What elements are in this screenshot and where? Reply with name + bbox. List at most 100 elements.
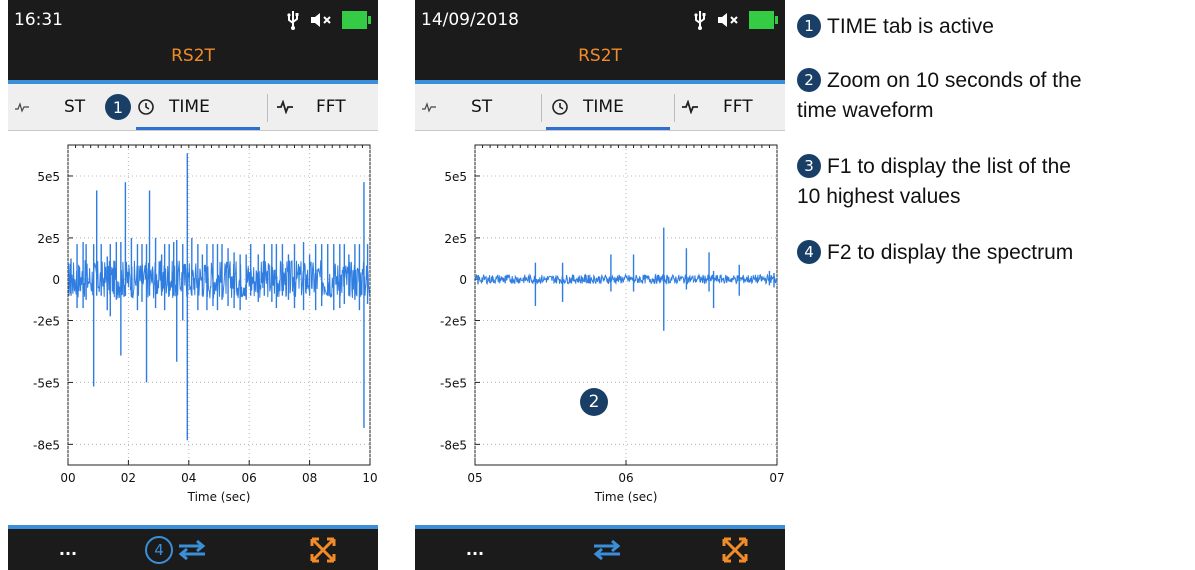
legend-badge-2: 2 bbox=[797, 68, 821, 92]
mute-icon bbox=[311, 13, 331, 27]
trend-icon bbox=[422, 102, 436, 113]
tab-st-label: ST bbox=[64, 97, 86, 117]
swap-arrows-icon bbox=[593, 539, 621, 560]
legend-item-1: 1 TIME tab is active bbox=[797, 12, 994, 42]
device-screen-overview: 16:31 RS2T ST 1 bbox=[8, 0, 378, 570]
x-tick-label: 06 bbox=[618, 471, 633, 485]
clock-icon bbox=[138, 99, 154, 115]
legend-text-1: TIME tab is active bbox=[827, 15, 994, 38]
plot-frame bbox=[67, 144, 371, 466]
legend-item-4: 4 F2 to display the spectrum bbox=[797, 238, 1073, 268]
tab-separator bbox=[267, 94, 268, 122]
status-clock: 16:31 bbox=[14, 10, 63, 30]
waveform-plot[interactable]: 5e5 2e5 0 -2e5 -5e5 -8e5 00 02 04 06 08 10 Time (sec… bbox=[8, 130, 378, 525]
swap-arrows-icon bbox=[178, 539, 206, 560]
waveform-baseline bbox=[67, 259, 371, 299]
device-title: RS2T bbox=[171, 46, 215, 66]
legend-badge-3: 3 bbox=[797, 154, 821, 178]
expand-button[interactable] bbox=[298, 529, 348, 570]
annotation-badge-4: 4 bbox=[145, 535, 173, 564]
legend-text-4: F2 to display the spectrum bbox=[827, 241, 1074, 264]
trend-icon bbox=[15, 102, 29, 113]
legend-item-3: 3 F1 to display the list of the 10 highes… bbox=[797, 152, 1071, 212]
tab-time-label: TIME bbox=[583, 97, 624, 117]
y-tick-label: 2e5 bbox=[444, 232, 467, 246]
legend-text-3b: 10 highest values bbox=[797, 185, 961, 208]
accent-line bbox=[8, 80, 378, 84]
x-tick-label: 00 bbox=[60, 471, 75, 485]
x-tick-label: 05 bbox=[467, 471, 482, 485]
legend-text-2a: Zoom on 10 seconds of the bbox=[827, 69, 1082, 92]
f2-spectrum-button[interactable]: 4 bbox=[136, 529, 216, 570]
mute-icon bbox=[718, 13, 738, 27]
tab-separator bbox=[674, 94, 675, 122]
y-tick-label: 0 bbox=[459, 273, 467, 287]
tab-fft-label: FFT bbox=[723, 97, 753, 117]
tab-time[interactable]: TIME bbox=[551, 84, 624, 130]
pulse-icon bbox=[277, 100, 293, 114]
x-tick-label: 10 bbox=[362, 471, 377, 485]
tab-fft-label: FFT bbox=[316, 97, 346, 117]
expand-button[interactable] bbox=[710, 529, 760, 570]
y-tick-label: -8e5 bbox=[33, 438, 60, 452]
legend-item-2: 2 Zoom on 10 seconds of the time waveform bbox=[797, 66, 1082, 126]
legend-badge-4: 4 bbox=[797, 240, 821, 264]
y-tick-label: 0 bbox=[52, 273, 60, 287]
legend-text-3a: F1 to display the list of the bbox=[827, 155, 1071, 178]
annotation-badge-2: 2 bbox=[580, 388, 608, 416]
tab-st[interactable]: ST bbox=[14, 84, 85, 130]
x-tick-label: 08 bbox=[302, 471, 317, 485]
tab-bar: ST TIME FFT bbox=[415, 84, 785, 131]
status-icons bbox=[693, 10, 779, 30]
legend-badge-1: 1 bbox=[797, 14, 821, 38]
tab-fft[interactable]: FFT bbox=[276, 84, 346, 130]
usb-icon bbox=[694, 11, 706, 30]
function-bar: ... 4 bbox=[8, 525, 378, 570]
accent-line bbox=[415, 80, 785, 84]
pulse-icon bbox=[682, 100, 698, 114]
tab-bar: ST 1 TIME FFT bbox=[8, 84, 378, 131]
waveform-chart-zoomed: 5e5 2e5 0 -2e5 -5e5 -8e5 05 06 07 Time (sec) bbox=[440, 144, 785, 504]
x-axis-label: Time (sec) bbox=[187, 490, 251, 504]
usb-icon bbox=[287, 11, 299, 30]
waveform-chart: 5e5 2e5 0 -2e5 -5e5 -8e5 00 02 04 06 08 10 Time (sec… bbox=[33, 144, 378, 504]
legend-text-2b: time waveform bbox=[797, 99, 934, 122]
x-tick-label: 04 bbox=[181, 471, 196, 485]
status-date: 14/09/2018 bbox=[421, 10, 519, 30]
battery-icon bbox=[749, 11, 778, 29]
status-bar: 14/09/2018 RS2T bbox=[415, 0, 785, 80]
expand-icon bbox=[722, 537, 748, 562]
y-tick-label: -2e5 bbox=[33, 314, 60, 328]
tab-fft[interactable]: FFT bbox=[681, 84, 753, 130]
function-bar: ... bbox=[415, 525, 785, 570]
active-tab-indicator bbox=[546, 127, 670, 130]
y-tick-label: 5e5 bbox=[444, 170, 467, 184]
tab-st[interactable]: ST bbox=[421, 84, 492, 130]
x-tick-label: 06 bbox=[242, 471, 257, 485]
device-title: RS2T bbox=[578, 46, 622, 66]
battery-icon bbox=[342, 11, 371, 29]
more-button[interactable]: ... bbox=[465, 540, 485, 559]
clock-icon bbox=[552, 99, 568, 115]
y-tick-label: 5e5 bbox=[37, 170, 60, 184]
active-tab-indicator bbox=[136, 127, 260, 130]
y-tick-label: -8e5 bbox=[440, 438, 467, 452]
expand-icon bbox=[310, 537, 336, 562]
waveform-plot-zoomed[interactable]: 5e5 2e5 0 -2e5 -5e5 -8e5 05 06 07 Time (sec) 2 bbox=[415, 130, 785, 525]
tab-time[interactable]: 1 TIME bbox=[105, 84, 210, 130]
x-axis-label: Time (sec) bbox=[594, 490, 658, 504]
y-tick-label: -5e5 bbox=[440, 376, 467, 390]
tab-time-label: TIME bbox=[169, 97, 210, 117]
x-tick-label: 07 bbox=[769, 471, 784, 485]
y-tick-label: -5e5 bbox=[33, 376, 60, 390]
f2-spectrum-button[interactable] bbox=[587, 529, 627, 570]
y-tick-label: 2e5 bbox=[37, 232, 60, 246]
waveform-baseline bbox=[474, 273, 778, 286]
tab-separator bbox=[541, 94, 542, 122]
status-bar: 16:31 RS2T bbox=[8, 0, 378, 80]
device-screen-zoom: 14/09/2018 RS2T ST bbox=[415, 0, 785, 570]
more-button[interactable]: ... bbox=[58, 540, 78, 559]
y-tick-label: -2e5 bbox=[440, 314, 467, 328]
bottom-accent-line bbox=[8, 525, 378, 529]
bottom-accent-line bbox=[415, 525, 785, 529]
